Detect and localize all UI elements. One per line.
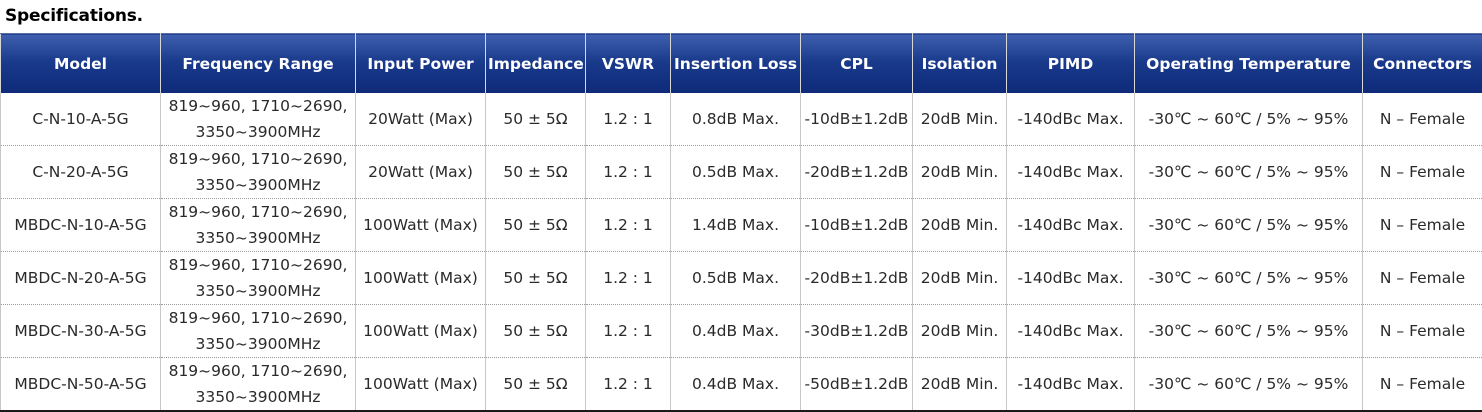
cell-vswr: 1.2 : 1 bbox=[586, 146, 671, 199]
cell-connectors: N – Female bbox=[1363, 199, 1482, 252]
cell-isolation: 20dB Min. bbox=[913, 146, 1007, 199]
cell-operating-temperature: -30℃ ~ 60℃ / 5% ~ 95% bbox=[1135, 146, 1363, 199]
cell-frequency-range: 819~960, 1710~2690,3350~3900MHz bbox=[161, 146, 356, 199]
cell-input-power: 100Watt (Max) bbox=[356, 252, 486, 305]
cell-operating-temperature: -30℃ ~ 60℃ / 5% ~ 95% bbox=[1135, 199, 1363, 252]
table-row: MBDC-N-50-A-5G 819~960, 1710~2690,3350~3… bbox=[1, 358, 1482, 412]
cell-frequency-range: 819~960, 1710~2690,3350~3900MHz bbox=[161, 358, 356, 412]
cell-impedance: 50 ± 5Ω bbox=[486, 305, 586, 358]
column-header-operating-temperature: Operating Temperature bbox=[1135, 34, 1363, 94]
cell-connectors: N – Female bbox=[1363, 252, 1482, 305]
cell-vswr: 1.2 : 1 bbox=[586, 305, 671, 358]
column-header-insertion-loss: Insertion Loss bbox=[671, 34, 801, 94]
frequency-line-1: 819~960, 1710~2690, bbox=[163, 358, 353, 384]
frequency-line-1: 819~960, 1710~2690, bbox=[163, 305, 353, 331]
cell-operating-temperature: -30℃ ~ 60℃ / 5% ~ 95% bbox=[1135, 93, 1363, 146]
specifications-table: Model Frequency Range Input Power Impeda… bbox=[0, 33, 1482, 412]
cell-frequency-range: 819~960, 1710~2690,3350~3900MHz bbox=[161, 199, 356, 252]
table-header-row: Model Frequency Range Input Power Impeda… bbox=[1, 34, 1482, 94]
column-header-cpl: CPL bbox=[801, 34, 913, 94]
cell-pimd: -140dBc Max. bbox=[1007, 305, 1135, 358]
cell-model: MBDC-N-10-A-5G bbox=[1, 199, 161, 252]
cell-isolation: 20dB Min. bbox=[913, 93, 1007, 146]
cell-model: MBDC-N-50-A-5G bbox=[1, 358, 161, 412]
frequency-line-1: 819~960, 1710~2690, bbox=[163, 252, 353, 278]
cell-isolation: 20dB Min. bbox=[913, 199, 1007, 252]
frequency-line-1: 819~960, 1710~2690, bbox=[163, 93, 353, 119]
cell-impedance: 50 ± 5Ω bbox=[486, 252, 586, 305]
cell-insertion-loss: 1.4dB Max. bbox=[671, 199, 801, 252]
cell-impedance: 50 ± 5Ω bbox=[486, 199, 586, 252]
cell-input-power: 20Watt (Max) bbox=[356, 93, 486, 146]
cell-vswr: 1.2 : 1 bbox=[586, 199, 671, 252]
column-header-impedance: Impedance bbox=[486, 34, 586, 94]
cell-input-power: 100Watt (Max) bbox=[356, 358, 486, 412]
frequency-line-2: 3350~3900MHz bbox=[163, 331, 353, 357]
cell-connectors: N – Female bbox=[1363, 93, 1482, 146]
cell-vswr: 1.2 : 1 bbox=[586, 358, 671, 412]
cell-pimd: -140dBc Max. bbox=[1007, 358, 1135, 412]
frequency-line-2: 3350~3900MHz bbox=[163, 384, 353, 410]
table-row: MBDC-N-20-A-5G 819~960, 1710~2690,3350~3… bbox=[1, 252, 1482, 305]
cell-cpl: -30dB±1.2dB bbox=[801, 305, 913, 358]
table-row: MBDC-N-10-A-5G 819~960, 1710~2690,3350~3… bbox=[1, 199, 1482, 252]
cell-vswr: 1.2 : 1 bbox=[586, 252, 671, 305]
cell-pimd: -140dBc Max. bbox=[1007, 146, 1135, 199]
cell-connectors: N – Female bbox=[1363, 305, 1482, 358]
table-row: C-N-20-A-5G 819~960, 1710~2690,3350~3900… bbox=[1, 146, 1482, 199]
cell-isolation: 20dB Min. bbox=[913, 252, 1007, 305]
cell-cpl: -50dB±1.2dB bbox=[801, 358, 913, 412]
cell-model: C-N-10-A-5G bbox=[1, 93, 161, 146]
column-header-isolation: Isolation bbox=[913, 34, 1007, 94]
cell-isolation: 20dB Min. bbox=[913, 358, 1007, 412]
cell-operating-temperature: -30℃ ~ 60℃ / 5% ~ 95% bbox=[1135, 358, 1363, 412]
frequency-line-2: 3350~3900MHz bbox=[163, 278, 353, 304]
cell-cpl: -10dB±1.2dB bbox=[801, 199, 913, 252]
cell-cpl: -10dB±1.2dB bbox=[801, 93, 913, 146]
cell-vswr: 1.2 : 1 bbox=[586, 93, 671, 146]
column-header-input-power: Input Power bbox=[356, 34, 486, 94]
page-title: Specifications. bbox=[5, 6, 143, 26]
cell-frequency-range: 819~960, 1710~2690,3350~3900MHz bbox=[161, 252, 356, 305]
cell-pimd: -140dBc Max. bbox=[1007, 199, 1135, 252]
cell-insertion-loss: 0.8dB Max. bbox=[671, 93, 801, 146]
cell-pimd: -140dBc Max. bbox=[1007, 93, 1135, 146]
cell-insertion-loss: 0.5dB Max. bbox=[671, 146, 801, 199]
cell-model: MBDC-N-30-A-5G bbox=[1, 305, 161, 358]
column-header-vswr: VSWR bbox=[586, 34, 671, 94]
cell-impedance: 50 ± 5Ω bbox=[486, 93, 586, 146]
frequency-line-2: 3350~3900MHz bbox=[163, 119, 353, 145]
cell-input-power: 100Watt (Max) bbox=[356, 305, 486, 358]
cell-pimd: -140dBc Max. bbox=[1007, 252, 1135, 305]
column-header-model: Model bbox=[1, 34, 161, 94]
column-header-pimd: PIMD bbox=[1007, 34, 1135, 94]
frequency-line-1: 819~960, 1710~2690, bbox=[163, 146, 353, 172]
cell-input-power: 100Watt (Max) bbox=[356, 199, 486, 252]
cell-isolation: 20dB Min. bbox=[913, 305, 1007, 358]
table-row: C-N-10-A-5G 819~960, 1710~2690,3350~3900… bbox=[1, 93, 1482, 146]
cell-model: MBDC-N-20-A-5G bbox=[1, 252, 161, 305]
cell-cpl: -20dB±1.2dB bbox=[801, 252, 913, 305]
cell-insertion-loss: 0.4dB Max. bbox=[671, 358, 801, 412]
cell-connectors: N – Female bbox=[1363, 146, 1482, 199]
column-header-connectors: Connectors bbox=[1363, 34, 1482, 94]
cell-insertion-loss: 0.5dB Max. bbox=[671, 252, 801, 305]
cell-input-power: 20Watt (Max) bbox=[356, 146, 486, 199]
cell-connectors: N – Female bbox=[1363, 358, 1482, 412]
cell-operating-temperature: -30℃ ~ 60℃ / 5% ~ 95% bbox=[1135, 252, 1363, 305]
frequency-line-2: 3350~3900MHz bbox=[163, 225, 353, 251]
cell-frequency-range: 819~960, 1710~2690,3350~3900MHz bbox=[161, 93, 356, 146]
frequency-line-1: 819~960, 1710~2690, bbox=[163, 199, 353, 225]
column-header-frequency-range: Frequency Range bbox=[161, 34, 356, 94]
cell-impedance: 50 ± 5Ω bbox=[486, 358, 586, 412]
cell-frequency-range: 819~960, 1710~2690,3350~3900MHz bbox=[161, 305, 356, 358]
frequency-line-2: 3350~3900MHz bbox=[163, 172, 353, 198]
cell-model: C-N-20-A-5G bbox=[1, 146, 161, 199]
cell-insertion-loss: 0.4dB Max. bbox=[671, 305, 801, 358]
cell-impedance: 50 ± 5Ω bbox=[486, 146, 586, 199]
cell-operating-temperature: -30℃ ~ 60℃ / 5% ~ 95% bbox=[1135, 305, 1363, 358]
table-row: MBDC-N-30-A-5G 819~960, 1710~2690,3350~3… bbox=[1, 305, 1482, 358]
cell-cpl: -20dB±1.2dB bbox=[801, 146, 913, 199]
